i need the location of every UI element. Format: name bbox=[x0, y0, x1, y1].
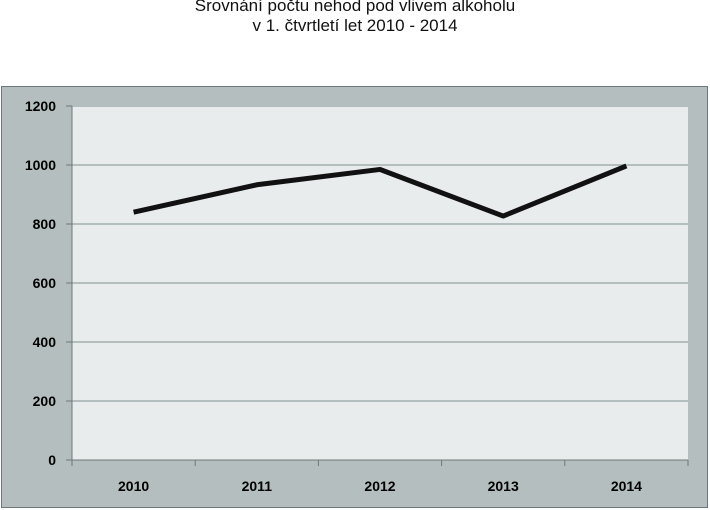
y-tick-label: 1200 bbox=[25, 98, 56, 114]
y-tick-label: 400 bbox=[33, 334, 57, 350]
chart-title: Srovnání počtu nehod pod vlivem alkoholu… bbox=[0, 0, 710, 36]
x-tick-label: 2013 bbox=[488, 478, 519, 494]
y-tick-label: 1000 bbox=[25, 157, 56, 173]
x-tick-label: 2011 bbox=[242, 478, 273, 494]
y-tick-label: 200 bbox=[33, 393, 57, 409]
y-tick-label: 0 bbox=[48, 452, 56, 468]
x-tick-label: 2010 bbox=[118, 478, 149, 494]
chart-title-line-1: Srovnání počtu nehod pod vlivem alkoholu bbox=[194, 0, 516, 15]
x-tick-label: 2012 bbox=[364, 478, 395, 494]
chart-title-line-2: v 1. čtvrtletí let 2010 - 2014 bbox=[252, 16, 458, 35]
y-tick-label: 600 bbox=[33, 275, 57, 291]
x-tick-label: 2014 bbox=[611, 478, 642, 494]
y-tick-label: 800 bbox=[33, 216, 57, 232]
